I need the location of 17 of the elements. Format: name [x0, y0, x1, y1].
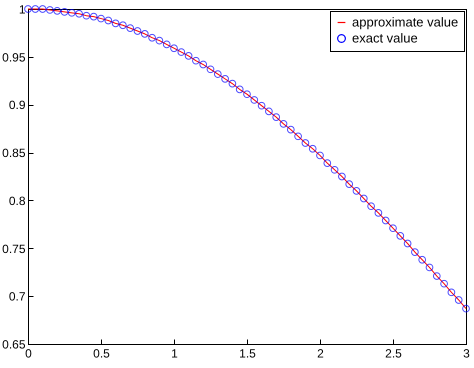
x-tick-label: 1.5 — [239, 346, 256, 360]
y-tick-label: 0.9 — [8, 98, 26, 112]
legend-label: approximate value — [352, 14, 458, 30]
x-tick-label: 3 — [463, 346, 470, 360]
y-tick-label: 0.95 — [2, 50, 26, 64]
x-tick-label: 2.5 — [385, 346, 402, 360]
x-tick-label: 0 — [25, 346, 32, 360]
y-tick-label: 0.85 — [2, 146, 26, 160]
y-tick-label: 0.8 — [8, 194, 26, 208]
y-tick-label: 1 — [18, 2, 26, 16]
y-tick-label: 0.75 — [2, 242, 26, 256]
x-tick-label: 1 — [171, 346, 178, 360]
x-tick-label: 0.5 — [93, 346, 110, 360]
y-tick-label: 0.7 — [8, 290, 26, 304]
y-tick-label: 0.65 — [2, 338, 26, 352]
legend-label: exact value — [352, 30, 418, 46]
x-tick-label: 2 — [317, 346, 324, 360]
